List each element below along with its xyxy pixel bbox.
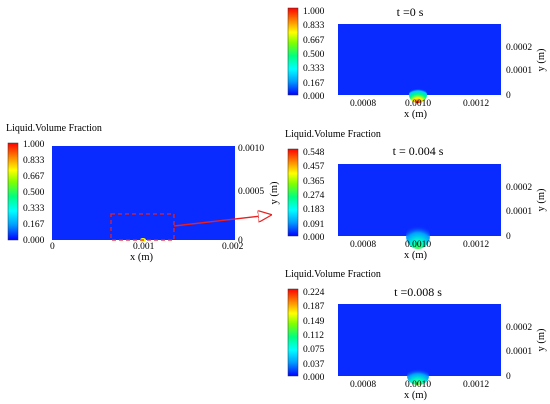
x-tick: 0.0010 [405,240,431,250]
panel-x-label: x (m) [404,109,428,120]
panel-x-ticks: 0.0008 0.0010 0.0012 [350,99,489,109]
x-tick: 0.002 [222,242,244,252]
x-tick: 0.0012 [463,380,489,390]
y-tick: 0.0001 [506,66,532,76]
y-tick: 0.0001 [506,207,532,217]
overview-colorbar-ticks: 1.000 0.833 0.667 0.500 0.333 0.167 0.00… [23,140,45,246]
colorbar-tick: 0.457 [303,162,325,172]
panel-y-label: y (m) [536,48,547,72]
x-tick: 0.0010 [405,99,431,109]
x-tick: 0 [50,242,55,252]
panel-x-ticks: 0.0008 0.0010 0.0012 [350,240,489,250]
x-tick: 0.0012 [463,240,489,250]
overview-plot: Liquid.Volume Fraction 1.000 0.833 0.667… [6,123,280,263]
panel-droplet [406,223,430,249]
panel-colorbar [287,288,299,377]
panel-y-ticks: 0.0002 0.0001 0 [506,43,532,101]
panel-colorbar-ticks: 0.224 0.187 0.149 0.112 0.075 0.037 0.00… [303,288,325,383]
colorbar-tick: 0.224 [303,288,325,298]
colorbar-tick: 0.112 [303,331,324,341]
panel-field [338,24,501,95]
colorbar-tick: 0.000 [303,92,325,102]
panel-colorbar [287,7,299,96]
overview-field [52,146,235,240]
panel-x-ticks: 0.0008 0.0010 0.0012 [350,380,489,390]
overview-colorbar [7,142,19,241]
y-tick: 0.0001 [506,347,532,357]
zoom-panel-t004: Liquid.Volume Fraction t = 0.004 s 0.548… [285,129,547,261]
colorbar-tick: 0.365 [303,177,325,187]
colorbar-tick: 0.667 [303,36,325,46]
colorbar-tick: 0.000 [303,373,325,383]
panel-droplet [409,87,427,103]
x-tick: 0.001 [133,242,155,252]
colorbar-tick: 0.833 [303,21,325,31]
panel-x-label: x (m) [404,390,428,401]
overview-x-ticks: 0 0.001 0.002 [50,242,244,252]
y-tick: 0.0002 [506,183,532,193]
colorbar-tick: 0.091 [303,220,325,230]
overview-x-label: x (m) [130,252,154,263]
panel-y-label: y (m) [536,328,547,352]
colorbar-tick: 0.149 [303,317,325,327]
x-tick: 0.0008 [350,99,376,109]
panel-title: t =0 s [397,5,424,19]
colorbar-tick: 0.075 [303,345,325,355]
colorbar-tick: 0.037 [303,360,325,370]
zoom-panel-t008: Liquid.Volume Fraction t =0.008 s 0.224 … [285,269,547,401]
panel-colorbar [287,148,299,237]
colorbar-tick: 0.000 [303,233,325,243]
panel-droplet [407,367,429,385]
colorbar-tick: 0.274 [303,191,325,201]
panel-title: t =0.008 s [394,285,442,299]
colorbar-tick: 0.667 [23,172,45,182]
y-tick: 0 [506,91,511,101]
colorbar-tick: 0.167 [303,79,325,89]
y-tick: 0 [506,232,511,242]
colorbar-tick: 1.000 [303,7,325,17]
x-tick: 0.0012 [463,99,489,109]
panel-y-ticks: 0.0002 0.0001 0 [506,323,532,382]
y-tick: 0 [506,372,511,382]
panel-legend-title: Liquid.Volume Fraction [285,129,381,140]
panel-field [338,304,501,376]
panel-y-label: y (m) [536,188,547,212]
y-tick: 0.0002 [506,323,532,333]
x-tick: 0.0008 [350,240,376,250]
colorbar-tick: 0.548 [303,148,325,158]
y-tick: 0 [238,236,243,246]
x-tick: 0.0008 [350,380,376,390]
panel-x-label: x (m) [404,250,428,261]
panel-colorbar-ticks: 1.000 0.833 0.667 0.500 0.333 0.167 0.00… [303,7,325,102]
colorbar-tick: 0.187 [303,302,325,312]
y-tick: 0.0010 [238,144,264,154]
zoom-panel-t0: t =0 s 1.000 0.833 0.667 0.500 0.333 0.1… [287,5,547,120]
colorbar-tick: 0.333 [303,64,325,74]
x-tick: 0.0010 [405,380,431,390]
colorbar-tick: 0.500 [23,188,45,198]
colorbar-tick: 0.833 [23,156,45,166]
zoom-callout-arrow [173,215,270,227]
colorbar-tick: 0.333 [23,204,45,214]
colorbar-tick: 0.167 [23,220,45,230]
colorbar-tick: 0.000 [23,236,45,246]
panel-y-ticks: 0.0002 0.0001 0 [506,183,532,242]
panel-title: t = 0.004 s [393,144,444,158]
y-tick: 0.0002 [506,43,532,53]
colorbar-tick: 0.500 [303,50,325,60]
overview-y-ticks: 0.0010 0.0005 0 [238,144,264,246]
zoom-region-box [110,213,175,241]
colorbar-tick: 0.183 [303,205,325,215]
colorbar-tick: 1.000 [23,140,45,150]
y-tick: 0.0005 [238,187,264,197]
overview-y-label: y (m) [269,181,280,205]
overview-legend-title: Liquid.Volume Fraction [6,123,102,134]
panel-colorbar-ticks: 0.548 0.457 0.365 0.274 0.183 0.091 0.00… [303,148,325,243]
panel-legend-title: Liquid.Volume Fraction [285,269,381,280]
